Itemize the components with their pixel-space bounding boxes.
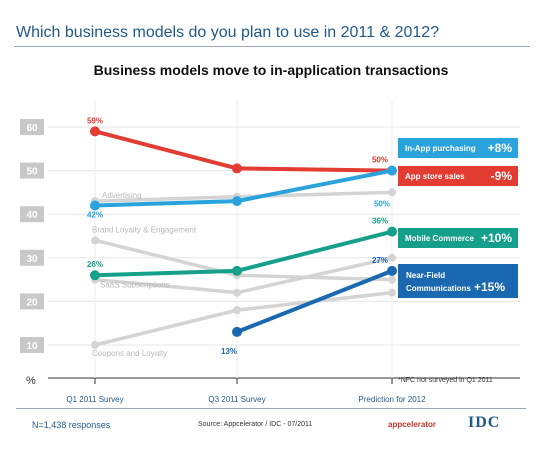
data-point-saas-subscriptions — [233, 288, 241, 297]
y-tick-badge — [20, 293, 44, 310]
callout-text-in-app-purchasing: In-App purchasing — [405, 144, 476, 153]
y-tick-badge — [20, 249, 44, 266]
series-line-coupons-and-loyalty — [94, 290, 393, 347]
page-title: Which business models do you plan to use… — [16, 24, 440, 41]
data-point-coupons-and-loyalty — [91, 341, 99, 349]
data-label-near-field-communications: 27% — [372, 256, 388, 265]
data-point-mobile-commerce — [387, 226, 397, 237]
y-tick-badge — [20, 337, 44, 353]
x-tick-label: Q3 2011 Survey — [208, 395, 265, 404]
series-line-in-app-purchasing — [94, 129, 393, 173]
chart-title: Business models move to in-application t… — [93, 62, 449, 78]
header-divider — [14, 46, 530, 47]
callout-text-app-store-sales: App store sales — [405, 172, 465, 181]
series-label-coupons-and-loyalty: Coupons and Loyalty — [92, 349, 167, 358]
y-tick-badge — [20, 206, 44, 223]
y-tick-label: 50 — [26, 167, 38, 178]
y-axis-label: % — [26, 375, 36, 387]
callout-text-near-field-communications: Communications — [406, 284, 471, 293]
y-tick-badge — [20, 119, 44, 135]
data-label-mobile-commerce: 36% — [372, 217, 388, 226]
y-tick-label: 10 — [26, 341, 38, 352]
callout-change-near-field-communications: +15% — [474, 280, 505, 294]
series-line-near-field-communications — [236, 269, 393, 334]
callout-text-near-field-communications: Near-Field — [406, 271, 445, 280]
y-tick-label: 60 — [26, 123, 38, 134]
data-point-saas-subscriptions — [388, 253, 396, 262]
callout-text-mobile-commerce: Mobile Commerce — [405, 234, 474, 243]
data-label-near-field-communications: 13% — [221, 347, 237, 356]
y-tick-label: 20 — [26, 297, 38, 308]
y-tick-badge — [20, 162, 44, 179]
footer-frame — [16, 408, 526, 439]
idc-logo: IDC — [468, 414, 501, 431]
series-label-brand-loyalty-engagement: Brand Loyalty & Engagement — [92, 225, 197, 234]
y-tick-label: 30 — [26, 254, 38, 265]
callout-box-near-field-communications — [398, 264, 518, 298]
callout-box-app-store-sales — [398, 166, 518, 186]
y-tick-label: 40 — [26, 210, 38, 221]
data-label-mobile-commerce: 26% — [87, 260, 103, 269]
appcelerator-logo: appcelerator — [388, 420, 437, 429]
x-tick-label: Q1 2011 Survey — [66, 395, 123, 404]
data-point-in-app-purchasing — [232, 163, 242, 174]
data-point-brand-loyalty-engagement — [91, 236, 99, 245]
callout-box-mobile-commerce — [398, 228, 518, 248]
data-point-mobile-commerce — [90, 270, 100, 281]
data-point-coupons-and-loyalty — [388, 288, 396, 297]
data-point-app-store-sales — [387, 165, 397, 176]
data-point-near-field-communications — [232, 326, 242, 337]
data-label-in-app-purchasing: 50% — [372, 156, 388, 165]
source-note: Source: Appcelerator / IDC - 07/2011 — [198, 421, 313, 428]
nfc-footnote: *NFC not surveyed in Q1 2011 — [398, 377, 493, 384]
callout-change-in-app-purchasing: +8% — [488, 141, 513, 155]
callout-change-mobile-commerce: +10% — [481, 231, 512, 245]
callout-box-in-app-purchasing — [398, 138, 518, 158]
data-point-in-app-purchasing — [90, 126, 100, 137]
data-label-app-store-sales: 42% — [87, 210, 103, 219]
series-label-advertising: Advertising — [102, 191, 142, 200]
data-label-advertising: 50% — [374, 199, 390, 208]
data-point-app-store-sales — [90, 200, 100, 211]
data-point-coupons-and-loyalty — [233, 306, 241, 315]
data-point-brand-loyalty-engagement — [388, 275, 396, 284]
data-label-in-app-purchasing: 59% — [87, 116, 103, 125]
data-point-near-field-communications — [387, 265, 397, 276]
callout-change-app-store-sales: -9% — [491, 169, 513, 183]
data-point-advertising — [388, 188, 396, 197]
series-label-saas-subscriptions: SaaS Subscriptions — [100, 281, 170, 290]
responses-count: N=1,438 responses — [32, 420, 111, 430]
data-point-app-store-sales — [232, 196, 242, 207]
data-point-mobile-commerce — [232, 265, 242, 276]
x-tick-label: Prediction for 2012 — [358, 395, 426, 404]
